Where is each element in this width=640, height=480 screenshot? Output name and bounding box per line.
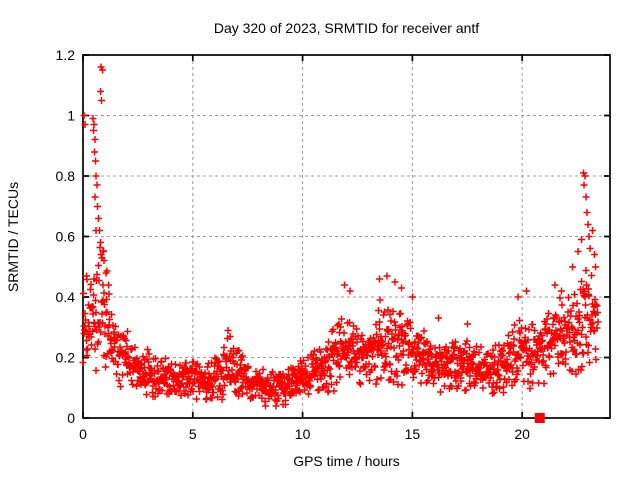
x-axis-label: GPS time / hours	[293, 453, 400, 469]
y-tick-label: 1.2	[56, 47, 76, 63]
axis-ticks	[82, 54, 610, 419]
flag-square-marker	[534, 413, 545, 423]
x-tick-label: 20	[514, 426, 530, 442]
y-tick-label: 1	[67, 108, 75, 124]
y-tick-label: 0	[67, 410, 75, 426]
x-tick-label: 5	[189, 426, 197, 442]
scatter-points	[79, 63, 602, 410]
x-tick-label: 0	[79, 426, 87, 442]
y-tick-label: 0.2	[56, 350, 76, 366]
y-tick-label: 0.8	[56, 168, 76, 184]
chart-title: Day 320 of 2023, SRMTID for receiver ant…	[213, 20, 480, 36]
y-tick-label: 0.6	[56, 229, 76, 245]
x-tick-label: 10	[295, 426, 311, 442]
y-tick-label: 0.4	[56, 289, 76, 305]
x-tick-label: 15	[405, 426, 421, 442]
